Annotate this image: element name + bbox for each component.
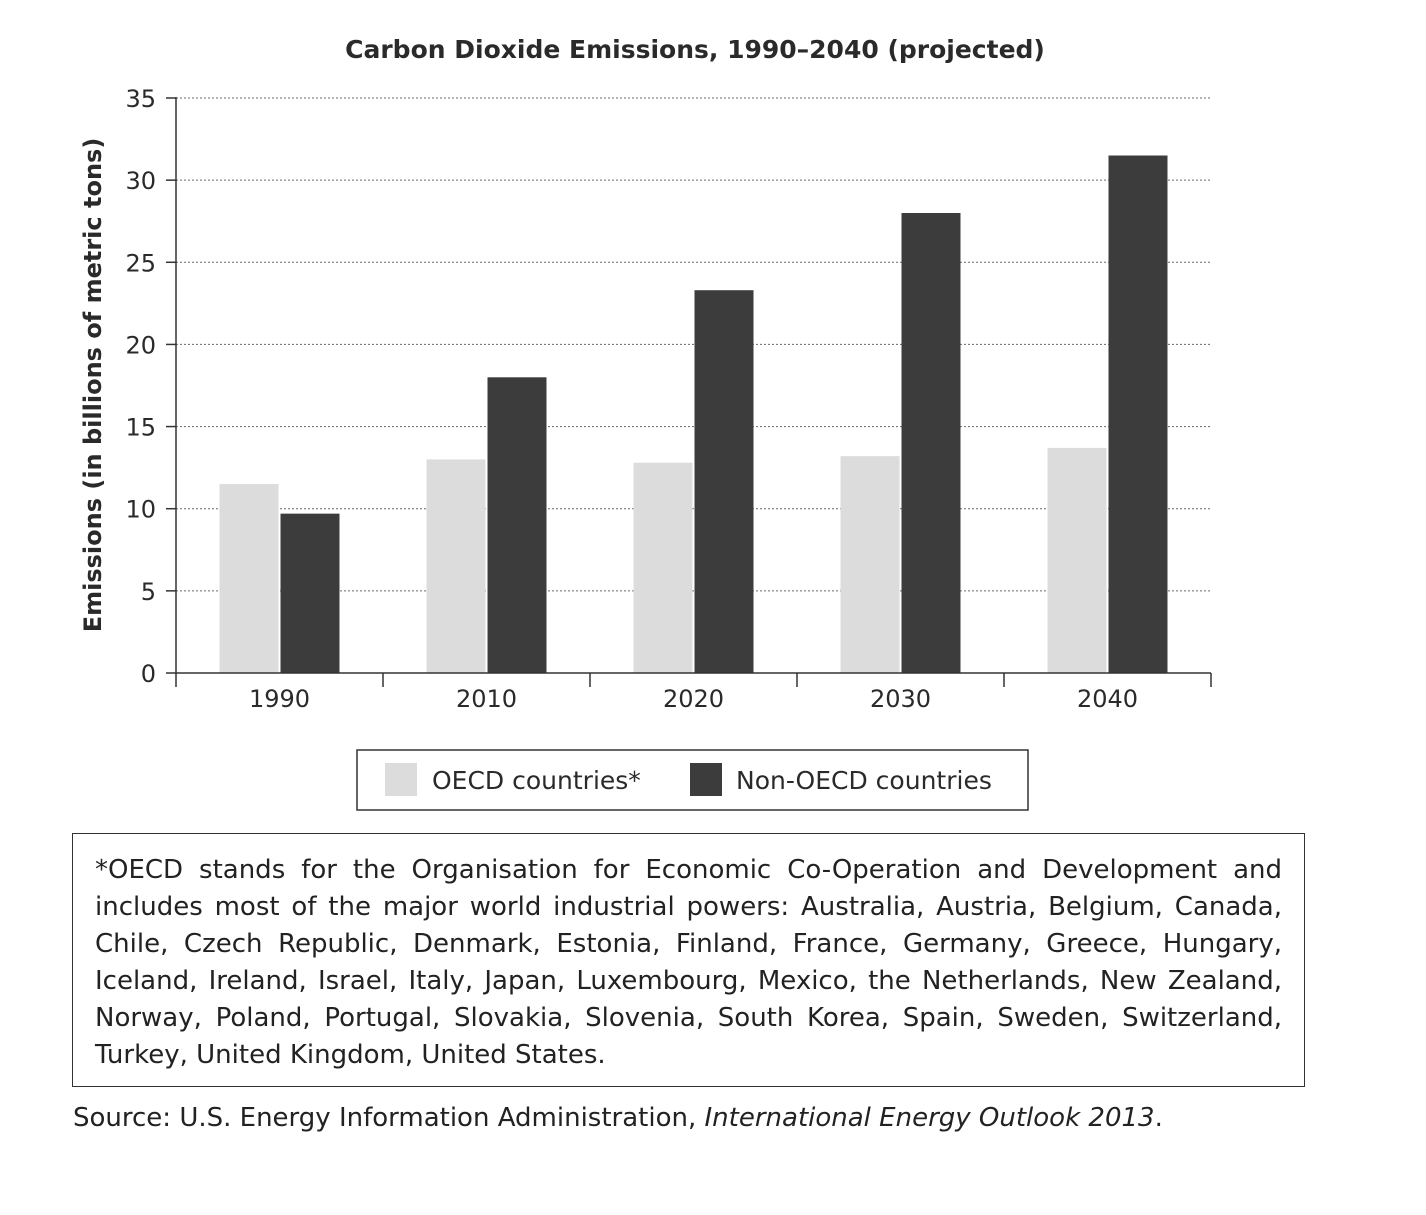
legend-swatch-non-oecd xyxy=(690,763,722,796)
y-axis-label: Emissions (in billions of metric tons) xyxy=(79,138,107,633)
footnote-box: *OECD stands for the Organisation for Ec… xyxy=(72,833,1305,1087)
bars xyxy=(219,155,1168,673)
bar-non-oecd-2020 xyxy=(694,290,754,673)
y-tick-label: 30 xyxy=(125,167,156,195)
y-tick-label: 10 xyxy=(125,496,156,524)
y-tick-label: 15 xyxy=(125,414,156,442)
bar-oecd-2020 xyxy=(633,462,693,673)
bar-non-oecd-1990 xyxy=(280,513,340,673)
bar-oecd-2040 xyxy=(1047,447,1107,673)
bar-non-oecd-2040 xyxy=(1108,155,1168,673)
bar-oecd-2010 xyxy=(426,459,486,673)
bar-chart: Carbon Dioxide Emissions, 1990–2040 (pro… xyxy=(79,35,1212,811)
gridlines xyxy=(176,97,1211,592)
y-tick-label: 35 xyxy=(125,85,156,113)
legend-swatch-oecd xyxy=(385,763,417,796)
legend-label-oecd: OECD countries* xyxy=(432,766,641,795)
y-tick-label: 0 xyxy=(141,660,156,688)
bar-non-oecd-2030 xyxy=(901,213,961,673)
x-tick-label: 2020 xyxy=(663,685,724,713)
source-line: Source: U.S. Energy Information Administ… xyxy=(73,1103,1163,1133)
chart-title: Carbon Dioxide Emissions, 1990–2040 (pro… xyxy=(345,35,1045,64)
source-title: International Energy Outlook 2013 xyxy=(704,1103,1155,1133)
legend-box xyxy=(356,749,1029,811)
legend-label-non-oecd: Non-OECD countries xyxy=(736,766,992,795)
x-tick-label: 2010 xyxy=(456,685,517,713)
bar-non-oecd-2010 xyxy=(487,377,547,673)
axes xyxy=(175,97,1212,687)
x-tick-label: 2040 xyxy=(1077,685,1138,713)
x-tick-labels: 1990 2010 2020 2030 2040 xyxy=(249,685,1138,713)
bar-oecd-1990 xyxy=(219,484,279,673)
y-tick-label: 5 xyxy=(141,578,156,606)
bar-oecd-2030 xyxy=(840,456,900,673)
source-prefix: Source: U.S. Energy Information Administ… xyxy=(73,1103,705,1133)
y-tick-labels: 0 5 10 15 20 25 30 35 xyxy=(125,85,176,688)
legend: OECD countries* Non-OECD countries xyxy=(356,749,1029,811)
x-tick-label: 1990 xyxy=(249,685,310,713)
y-tick-label: 25 xyxy=(125,249,156,277)
y-tick-label: 20 xyxy=(125,331,156,359)
source-suffix: . xyxy=(1154,1103,1163,1133)
footnote-text: *OECD stands for the Organisation for Ec… xyxy=(95,855,1282,1070)
x-tick-label: 2030 xyxy=(870,685,931,713)
